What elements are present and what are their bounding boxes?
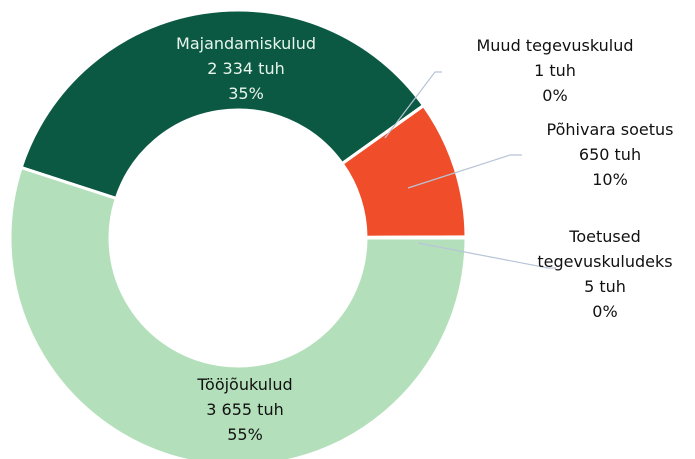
value-label: 1 tuh [534,61,576,80]
slice-label: Tööjõukulud 3 655 tuh 55% [197,372,292,447]
donut-slice [8,165,468,459]
category-label: Majandamiskulud [176,34,316,53]
value-label: 5 tuh [584,277,626,296]
slice-label: Põhivara soetus 650 tuh 10% [547,117,674,192]
percent-label: 0% [542,86,568,105]
slice-label: Majandamiskulud 2 334 tuh 35% [176,31,316,106]
category-label: Põhivara soetus [546,120,674,139]
percent-label: 10% [592,170,628,189]
leader-line [407,154,522,189]
slice-label: Toetused tegevuskuludeks 5 tuh 0% [530,224,680,324]
slice-label: Muud tegevuskulud 1 tuh 0% [476,33,633,108]
category-label: Muud tegevuskulud [476,36,634,55]
percent-label: 35% [228,84,264,103]
value-label: 650 tuh [578,145,642,164]
leader-line [384,71,442,139]
category-label: Toetused tegevuskuludeks [537,227,673,271]
value-label: 3 655 tuh [206,400,284,419]
leader-line [417,242,556,269]
value-label: 2 334 tuh [207,59,285,78]
donut-slice [19,8,426,201]
category-label: Tööjõukulud [197,375,293,394]
percent-label: 55% [227,425,263,444]
percent-label: 0% [592,302,618,321]
